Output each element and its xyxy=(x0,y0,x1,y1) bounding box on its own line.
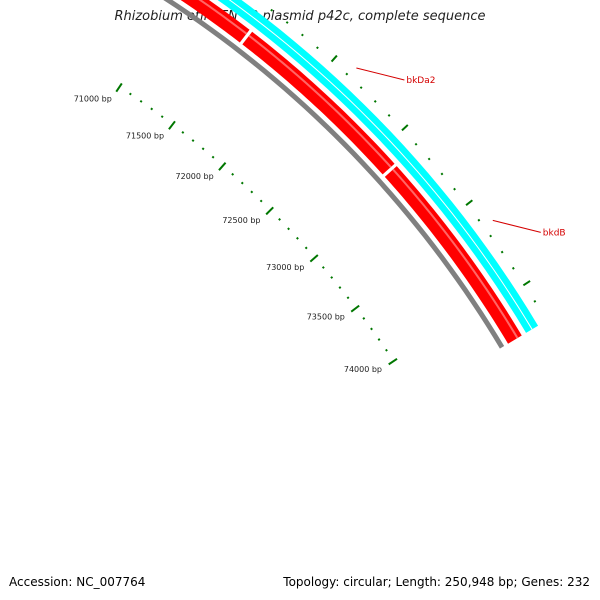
scale-tick xyxy=(168,120,176,130)
scale-tick-label: 71500 bp xyxy=(126,132,164,141)
scale-tick xyxy=(265,206,274,216)
outer-scale-tick xyxy=(427,157,431,161)
outer-scale-tick xyxy=(500,250,504,254)
gene-label-bkdB: bkdB xyxy=(543,228,566,238)
backbone-line xyxy=(163,0,505,349)
scale-minor-tick xyxy=(231,172,235,176)
scale-tick-label: 73500 bp xyxy=(307,313,345,322)
scale-minor-tick xyxy=(385,348,388,352)
outer-scale-tick xyxy=(316,46,319,50)
gene-label-layer: bkDa1bkDa2bkdB xyxy=(356,67,566,238)
reverse-strand-track xyxy=(217,0,539,333)
scale-tick xyxy=(115,82,123,93)
gene-layer xyxy=(180,0,539,344)
scale-minor-tick xyxy=(370,327,373,331)
scale-minor-tick xyxy=(362,317,366,320)
scale-tick xyxy=(388,358,398,366)
scale-minor-tick xyxy=(139,100,143,103)
scale-minor-tick xyxy=(160,115,164,119)
gene-label-bkDa2: bkDa2 xyxy=(406,76,435,86)
scale-minor-tick xyxy=(346,296,350,300)
scale-tick xyxy=(350,304,360,313)
scale-minor-tick xyxy=(330,276,334,279)
backbone-layer xyxy=(163,0,505,349)
scale-tick xyxy=(309,254,319,263)
scale-tick-label: 74000 bp xyxy=(344,365,382,374)
outer-scale-tick xyxy=(270,8,274,12)
scale-minor-tick xyxy=(377,338,381,341)
outer-scale-tick xyxy=(401,124,409,132)
scale-minor-tick xyxy=(321,266,325,269)
reverse-strand-divider xyxy=(228,0,533,330)
scale-minor-tick xyxy=(211,155,215,159)
scale-minor-tick xyxy=(287,227,290,231)
gene-bkDa1 xyxy=(180,0,250,43)
scale-minor-tick xyxy=(240,181,244,185)
outer-scale-tick xyxy=(522,280,531,287)
gene-bkDa2-highlight xyxy=(248,34,392,168)
scale-tick-label: 71000 bp xyxy=(74,94,112,103)
scale-tick-label: 72500 bp xyxy=(222,216,260,225)
scale-minor-tick xyxy=(278,217,281,221)
accession-text: Accession: NC_007764 xyxy=(9,575,146,589)
scale-minor-tick xyxy=(191,139,195,142)
scale-minor-tick xyxy=(129,92,132,96)
outer-scale-tick xyxy=(300,33,304,37)
outer-scale-tick xyxy=(414,142,418,146)
gene-bkdB-highlight xyxy=(392,168,519,339)
gene-bkDa2 xyxy=(242,31,395,175)
scale-minor-tick xyxy=(150,107,154,111)
outer-scale-tick xyxy=(359,86,363,90)
outer-scale-tick xyxy=(387,114,391,117)
summary-text: Topology: circular; Length: 250,948 bp; … xyxy=(283,575,590,589)
gene-bkdB xyxy=(384,166,522,344)
scale-tick-label: 72000 bp xyxy=(176,172,214,181)
scale-minor-tick xyxy=(250,190,254,194)
outer-scale-tick xyxy=(373,100,377,103)
gene-bkDa1-highlight xyxy=(198,0,248,35)
scale-minor-tick xyxy=(181,131,185,134)
scale-minor-tick xyxy=(296,236,299,240)
scale-tick-layer: 71000 bp 71500 bp 72000 bp 72500 bp 73000 bp… xyxy=(74,8,537,374)
outer-scale-tick xyxy=(489,234,493,238)
outer-scale-tick xyxy=(477,218,481,222)
outer-scale-tick xyxy=(345,72,349,76)
gene-label-leader xyxy=(356,67,405,81)
outer-scale-tick xyxy=(330,54,338,63)
scale-minor-tick xyxy=(201,147,205,151)
scale-tick-label: 73000 bp xyxy=(266,263,304,272)
outer-scale-tick xyxy=(285,21,289,24)
outer-scale-tick xyxy=(440,172,444,176)
outer-scale-tick xyxy=(511,266,515,270)
scale-minor-tick xyxy=(304,246,308,250)
outer-scale-tick xyxy=(465,199,473,206)
scale-minor-tick xyxy=(259,199,263,203)
scale-tick xyxy=(218,162,227,171)
outer-scale-tick xyxy=(453,187,456,191)
outer-scale-tick xyxy=(533,299,537,303)
gene-label-leader xyxy=(492,219,541,233)
scale-minor-tick xyxy=(338,286,342,289)
